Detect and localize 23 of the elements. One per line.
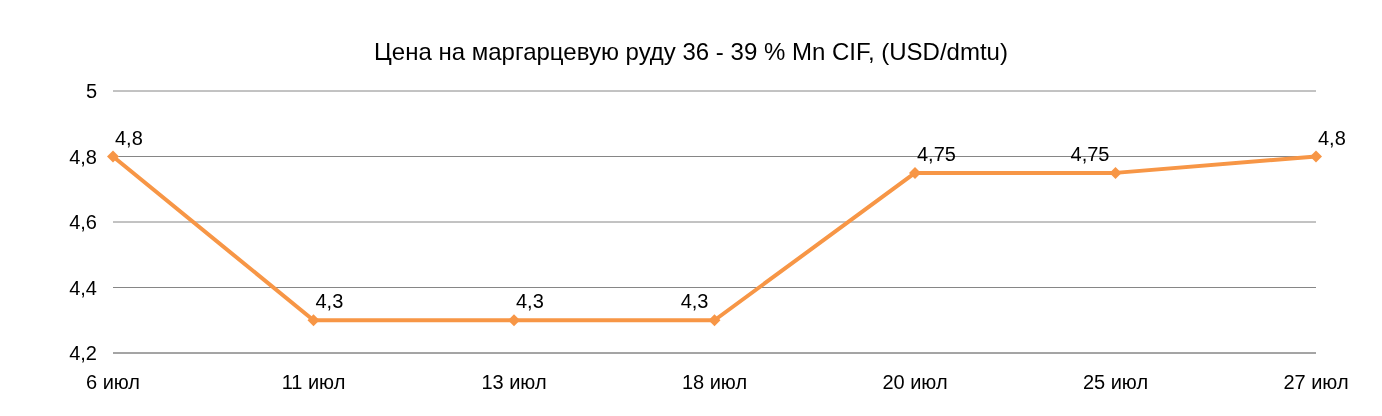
y-tick-label: 4,6 xyxy=(69,211,97,234)
data-label: 4,3 xyxy=(680,290,709,313)
data-label: 4,8 xyxy=(1318,126,1346,149)
x-tick-label: 25 июл xyxy=(1082,371,1149,394)
point xyxy=(508,314,520,327)
data-label: 4,75 xyxy=(917,142,956,165)
y-tick-label: 4,4 xyxy=(69,276,97,299)
data-label: 4,3 xyxy=(516,290,544,313)
x-tick-label: 13 июл xyxy=(481,371,547,394)
x-tick-label: 20 июл xyxy=(882,371,948,394)
data-label: 4,8 xyxy=(115,126,143,149)
point xyxy=(1310,150,1322,163)
chart-title: Цена на маргарцевую руду 36 - 39 % Mn CIF, (USD/dmtu) xyxy=(373,38,1009,66)
y-tick-label: 5 xyxy=(85,80,97,103)
data-label: 4,75 xyxy=(1070,142,1110,165)
y-tick-label: 4,8 xyxy=(69,145,97,168)
x-tick-label: 11 июл xyxy=(281,371,346,394)
x-tick-label: 6 июл xyxy=(85,371,141,394)
x-tick-label: 27 июл xyxy=(1283,371,1349,394)
point xyxy=(107,150,119,163)
y-tick-label: 4,2 xyxy=(69,342,97,365)
data-label: 4,3 xyxy=(315,290,344,313)
x-tick-label: 18 июл xyxy=(681,371,748,394)
